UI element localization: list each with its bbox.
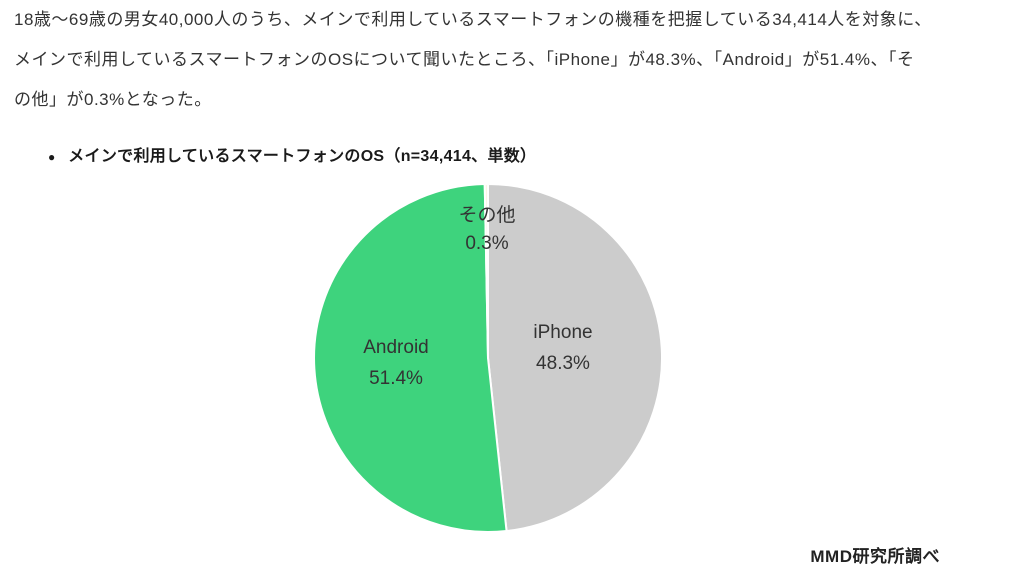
- pie-slice-0: [487, 183, 663, 533]
- pie-slice-1: [313, 183, 508, 533]
- pie-label-iphone: iPhone 48.3%: [533, 317, 592, 379]
- summary-line-2: メインで利用しているスマートフォンのOSについて聞いたところ、「iPhone」が…: [14, 50, 915, 69]
- survey-summary: 18歳〜69歳の男女40,000人のうち、メインで利用しているスマートフォンの機…: [14, 0, 1010, 120]
- pie-label-other-value: 0.3%: [465, 233, 509, 254]
- pie-label-iphone-value: 48.3%: [536, 353, 590, 374]
- pie-slice-2: [483, 182, 489, 359]
- pie-label-other: その他 0.3%: [458, 202, 515, 258]
- pie-label-android: Android 51.4%: [363, 332, 429, 394]
- chart-title-row: ● メインで利用しているスマートフォンのOS（n=34,414、単数）: [48, 146, 536, 168]
- pie-label-other-name: その他: [458, 205, 516, 226]
- pie-label-android-name: Android: [363, 337, 429, 358]
- pie-label-iphone-name: iPhone: [533, 322, 593, 343]
- chart-title: メインで利用しているスマートフォンのOS（n=34,414、単数）: [68, 148, 537, 165]
- pie-chart: [313, 182, 663, 533]
- summary-line-1: 18歳〜69歳の男女40,000人のうち、メインで利用しているスマートフォンの機…: [14, 10, 932, 29]
- source-credit: MMD研究所調べ: [810, 547, 940, 566]
- pie-label-android-value: 51.4%: [369, 368, 423, 389]
- summary-line-3: の他」が0.3%となった。: [14, 90, 212, 109]
- bullet-icon: ●: [48, 150, 56, 164]
